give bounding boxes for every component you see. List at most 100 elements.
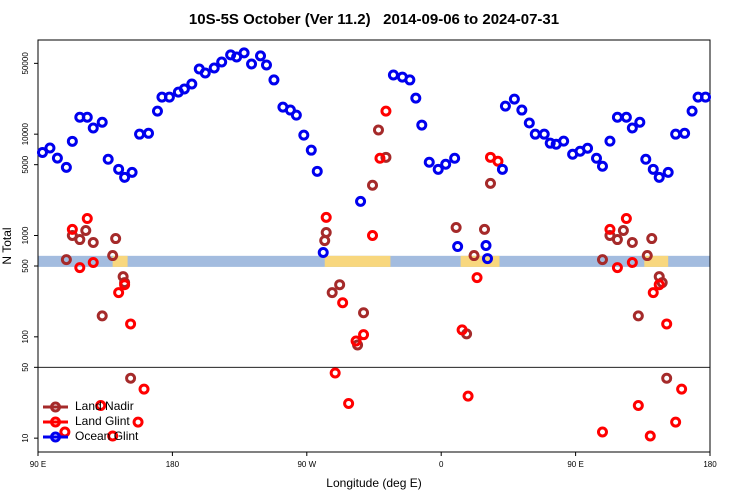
data-point	[404, 74, 416, 86]
data-point	[151, 105, 163, 117]
data-point	[107, 250, 119, 262]
legend-label: Ocean Glint	[75, 429, 139, 443]
data-point	[479, 223, 491, 235]
x-tick-label: 0	[439, 460, 444, 469]
data-point	[60, 161, 72, 173]
data-point	[305, 144, 317, 156]
data-point	[208, 62, 220, 74]
data-point	[374, 152, 386, 164]
data-point	[74, 262, 86, 274]
land-segment	[324, 255, 391, 267]
data-point	[51, 152, 63, 164]
data-point	[119, 279, 131, 291]
data-point	[462, 390, 474, 402]
legend-marker	[50, 401, 61, 413]
legend-marker	[50, 431, 61, 443]
data-point	[367, 229, 379, 241]
data-point	[216, 56, 228, 68]
data-point	[343, 397, 355, 409]
y-tick-label: 50	[21, 362, 30, 371]
data-point	[700, 91, 712, 103]
data-point	[36, 146, 48, 158]
data-point	[484, 177, 496, 189]
data-point	[480, 240, 492, 252]
data-point	[626, 257, 638, 269]
data-point	[661, 318, 673, 330]
data-point	[326, 287, 338, 299]
data-point	[380, 151, 392, 163]
data-point	[387, 69, 399, 81]
data-point	[113, 163, 125, 175]
data-point	[334, 279, 346, 291]
data-point	[670, 128, 682, 140]
data-point	[582, 142, 594, 154]
data-point	[119, 171, 131, 183]
data-point	[138, 383, 150, 395]
data-point	[591, 152, 603, 164]
x-tick-label: 90 E	[30, 460, 46, 469]
data-point	[246, 58, 258, 70]
data-point	[96, 116, 108, 128]
data-point	[132, 416, 144, 428]
x-tick-label: 180	[166, 460, 180, 469]
y-tick-label: 10	[21, 433, 30, 442]
y-axis-label: N Total	[0, 227, 14, 264]
data-point	[432, 163, 444, 175]
data-point	[102, 153, 114, 165]
data-point	[186, 78, 198, 90]
data-point	[640, 153, 652, 165]
data-point	[626, 122, 638, 134]
data-point	[440, 158, 452, 170]
data-point	[87, 257, 99, 269]
data-point	[653, 279, 665, 291]
data-point	[611, 234, 623, 246]
legend-label: Land Nadir	[75, 399, 134, 413]
data-point	[641, 250, 653, 262]
data-point	[423, 156, 435, 168]
data-point	[87, 122, 99, 134]
data-point	[558, 135, 570, 147]
data-point	[456, 324, 468, 336]
data-point	[620, 213, 632, 225]
data-point	[87, 236, 99, 248]
y-tick-label: 50000	[21, 52, 30, 75]
data-point	[653, 171, 665, 183]
data-point	[66, 223, 78, 235]
data-point	[416, 119, 428, 131]
data-point	[163, 91, 175, 103]
chart-title: 10S-5S October (Ver 11.2) 2014-09-06 to …	[189, 11, 559, 28]
data-point	[125, 372, 137, 384]
data-point	[320, 211, 332, 223]
data-point	[620, 111, 632, 123]
x-tick-label: 180	[703, 460, 717, 469]
data-point	[646, 233, 658, 245]
data-point	[544, 137, 556, 149]
data-point	[74, 234, 86, 246]
x-tick-label: 90 W	[297, 460, 316, 469]
data-point	[337, 297, 349, 309]
data-point	[96, 310, 108, 322]
data-point	[632, 400, 644, 412]
data-point	[410, 92, 422, 104]
data-point	[372, 124, 384, 136]
y-tick-label: 1000	[21, 226, 30, 244]
data-point	[662, 166, 674, 178]
data-point	[468, 250, 480, 262]
data-point	[492, 155, 504, 167]
data-point	[632, 310, 644, 322]
land-segment	[112, 255, 128, 267]
data-point	[178, 83, 190, 95]
data-point	[238, 47, 250, 59]
data-point	[350, 335, 362, 347]
data-point	[661, 372, 673, 384]
data-point	[647, 163, 659, 175]
data-point	[611, 111, 623, 123]
data-point	[355, 195, 367, 207]
data-point	[290, 109, 302, 121]
data-point	[471, 272, 483, 284]
data-point	[126, 166, 138, 178]
x-axis-label: Longitude (deg E)	[326, 476, 421, 490]
land-segment	[460, 255, 500, 267]
data-point	[125, 318, 137, 330]
data-point	[670, 416, 682, 428]
